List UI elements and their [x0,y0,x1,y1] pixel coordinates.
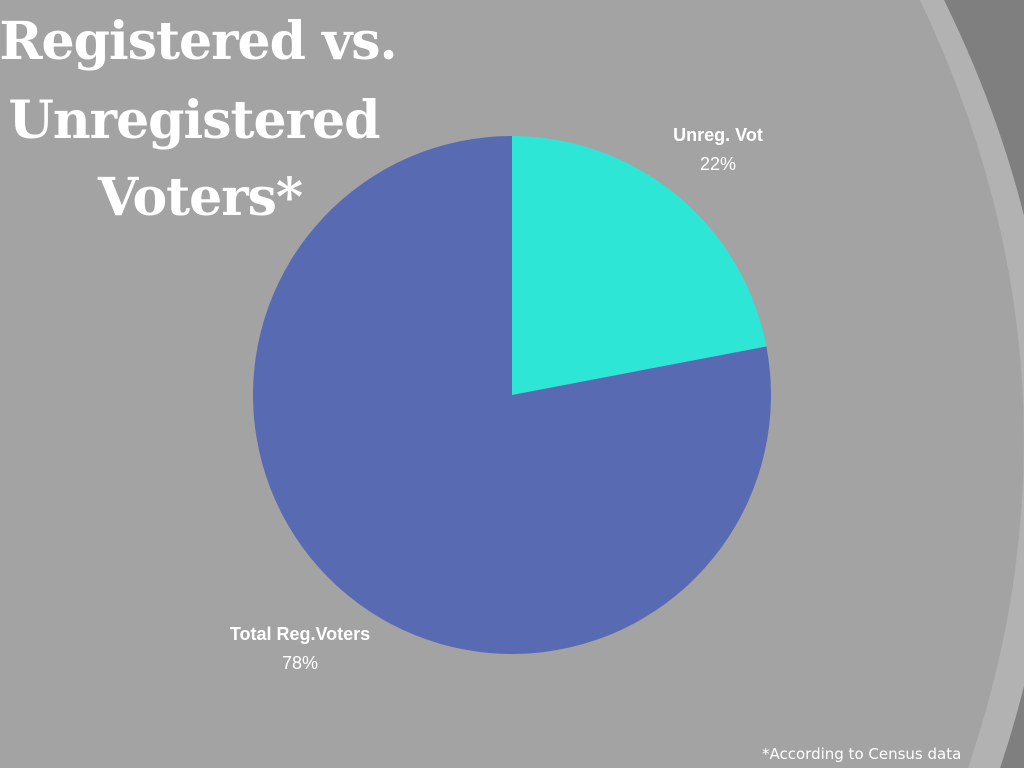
pie-slice-registered [252,136,772,654]
slice-label-registered: Total Reg.Voters [230,624,370,644]
footnote: *According to Census data [762,745,962,763]
chart-title-line-2: Unregistered [8,90,381,151]
background-arc-light [920,0,1024,768]
pie-slice-unregistered [512,136,767,395]
slice-label-unregistered: Unreg. Vot [673,125,763,145]
chart-title-line-3: Voters* [97,167,303,228]
slice-value-registered: 78% [282,653,318,673]
background-arc-dark [944,0,1024,768]
chart-title-line-1: Registered vs. [0,11,398,72]
slice-value-unregistered: 22% [700,154,736,174]
